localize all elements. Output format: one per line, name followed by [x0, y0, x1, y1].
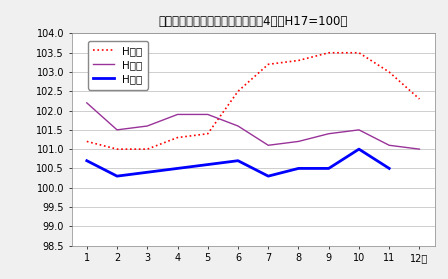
H２１: [356, 128, 362, 131]
Line: H２１: H２１: [87, 103, 419, 149]
H２１: [266, 144, 271, 147]
H２０: [145, 148, 150, 151]
H２１: [145, 124, 150, 128]
H２２: [114, 174, 120, 178]
H２１: [84, 101, 90, 105]
Title: 生鮮食品を除く総合指数の動き　4市（H17=100）: 生鮮食品を除く総合指数の動き 4市（H17=100）: [159, 15, 348, 28]
H２１: [114, 128, 120, 131]
H２１: [417, 148, 422, 151]
H２１: [175, 113, 180, 116]
H２０: [266, 63, 271, 66]
H２０: [356, 51, 362, 54]
Line: H２２: H２２: [87, 149, 389, 176]
H２０: [417, 97, 422, 101]
H２２: [296, 167, 301, 170]
H２２: [356, 148, 362, 151]
H２２: [84, 159, 90, 162]
H２０: [84, 140, 90, 143]
H２０: [296, 59, 301, 62]
H２２: [266, 174, 271, 178]
H２２: [387, 167, 392, 170]
H２０: [326, 51, 332, 54]
H２２: [145, 170, 150, 174]
H２２: [326, 167, 332, 170]
H２０: [114, 148, 120, 151]
H２２: [175, 167, 180, 170]
Line: H２０: H２０: [87, 53, 419, 149]
H２０: [235, 90, 241, 93]
H２１: [326, 132, 332, 135]
H２０: [205, 132, 211, 135]
H２０: [387, 70, 392, 74]
H２１: [205, 113, 211, 116]
H２２: [235, 159, 241, 162]
H２１: [235, 124, 241, 128]
H２１: [387, 144, 392, 147]
H２１: [296, 140, 301, 143]
H２０: [175, 136, 180, 139]
H２２: [205, 163, 211, 166]
Legend: H２０, H２１, H２２: H２０, H２１, H２２: [88, 41, 147, 90]
